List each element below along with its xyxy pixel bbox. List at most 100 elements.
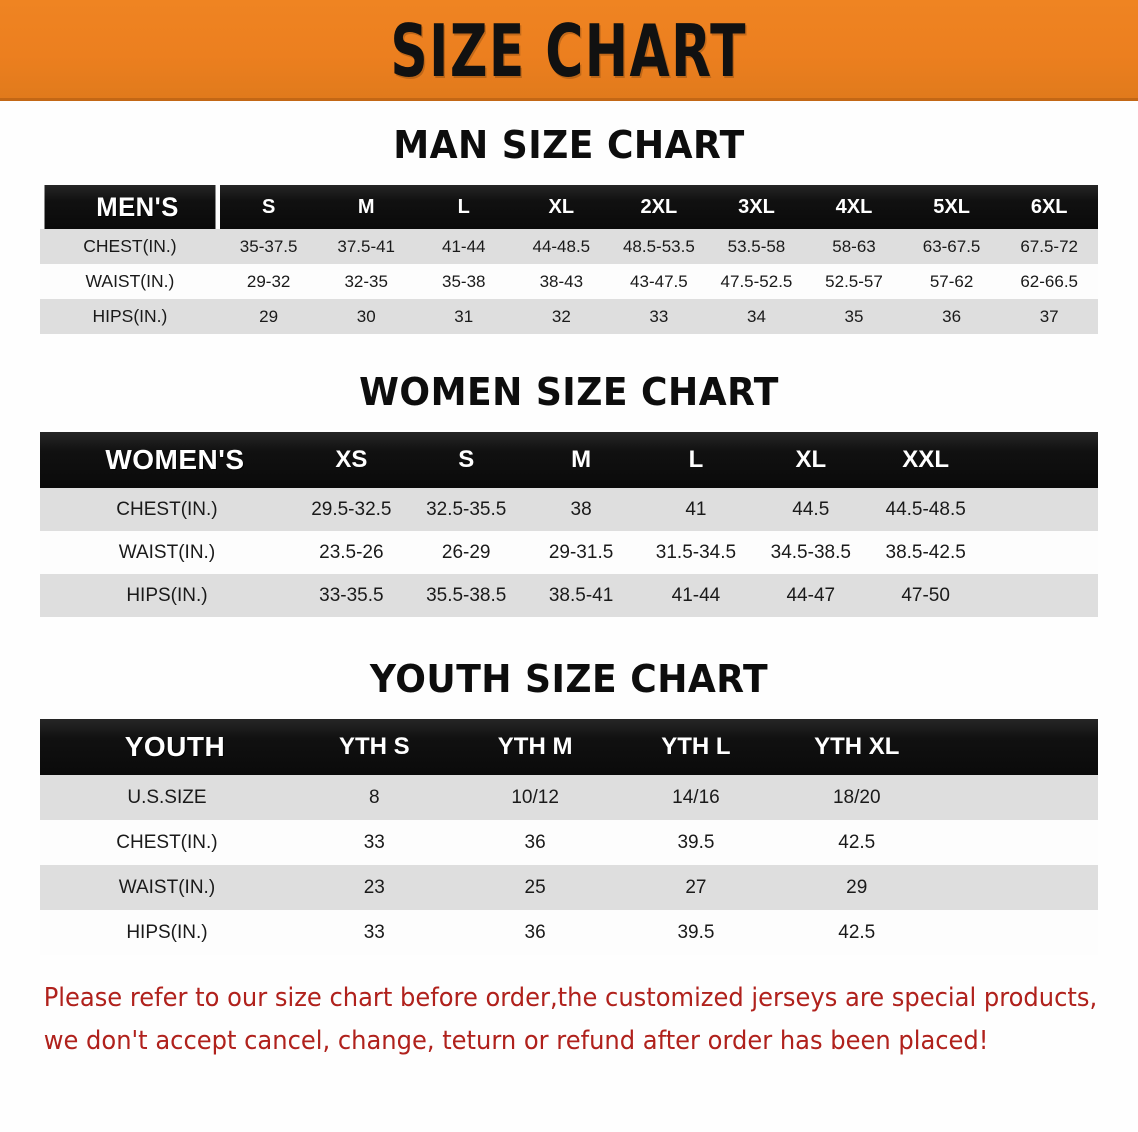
row-label-chest-in-: CHEST(IN.) (40, 488, 294, 531)
measurement-cell (983, 531, 1098, 574)
women-section-title: WOMEN SIZE CHART (359, 370, 779, 414)
measurement-cell: 37.5-41 (317, 229, 415, 264)
column-header-yth-l: YTH L (615, 719, 777, 775)
measurement-cell: 32-35 (317, 264, 415, 299)
measurement-cell: 35 (805, 299, 903, 334)
measurement-cell: 35-37.5 (219, 229, 318, 264)
measurement-cell: 62-66.5 (1000, 264, 1098, 299)
measurement-cell (937, 775, 1098, 820)
measurement-cell: 44.5-48.5 (868, 488, 984, 531)
measurement-cell (937, 820, 1098, 865)
man-size-table: MEN'S S M L XL 2XL 3XL 4XL 5XL 6XL CHEST(IN.) 35-3… (40, 185, 1098, 334)
measurement-cell: 36 (902, 299, 1001, 334)
measurement-cell: 36 (454, 910, 616, 955)
table-row: HIPS(IN.) 29 30 31 32 33 34 35 36 37 (40, 299, 1098, 334)
table-row: WAIST(IN.) 29-32 32-35 35-38 38-43 43-47.5 47.… (40, 264, 1098, 299)
measurement-cell (937, 865, 1098, 910)
column-header-xl: XL (753, 432, 869, 488)
row-label-waist-in-: WAIST(IN.) (40, 531, 294, 574)
column-header-3xl: 3XL (707, 185, 806, 229)
measurement-cell: 32 (512, 299, 611, 334)
youth-table-body: U.S.SIZE 8 10/12 14/16 18/20 CHEST(IN.) 33 36 39… (40, 775, 1098, 955)
measurement-cell: 58-63 (805, 229, 903, 264)
table-header-row: MEN'S S M L XL 2XL 3XL 4XL 5XL 6XL (40, 185, 1098, 229)
measurement-cell: 23.5-26 (293, 531, 409, 574)
measurement-cell: 30 (317, 299, 415, 334)
measurement-cell: 31.5-34.5 (638, 531, 754, 574)
measurement-cell: 41 (638, 488, 754, 531)
measurement-cell: 33 (293, 910, 455, 955)
row-label-waist-in-: WAIST(IN.) (40, 264, 220, 299)
table-row: U.S.SIZE 8 10/12 14/16 18/20 (40, 775, 1098, 820)
column-header-l: L (638, 432, 754, 488)
measurement-cell: 23 (293, 865, 455, 910)
column-header-2xl: 2XL (610, 185, 708, 229)
row-label-waist-in-: WAIST(IN.) (40, 865, 294, 910)
measurement-cell: 37 (1000, 299, 1098, 334)
measurement-cell: 31 (414, 299, 513, 334)
measurement-cell: 47-50 (868, 574, 984, 617)
measurement-cell: 44.5 (753, 488, 869, 531)
column-header-6xl: 6XL (1000, 185, 1098, 229)
measurement-cell: 29-32 (219, 264, 318, 299)
measurement-cell: 67.5-72 (1000, 229, 1098, 264)
column-header-yth-m: YTH M (454, 719, 616, 775)
row-label-chest-in-: CHEST(IN.) (40, 820, 294, 865)
measurement-cell: 32.5-35.5 (408, 488, 524, 531)
measurement-cell: 38 (523, 488, 639, 531)
measurement-cell: 44-47 (753, 574, 869, 617)
table-corner-label: MEN'S (44, 185, 216, 229)
measurement-cell: 38.5-41 (523, 574, 639, 617)
youth-size-table: YOUTH YTH S YTH M YTH L YTH XL U.S.SIZE 8 10/1… (40, 719, 1098, 955)
measurement-cell: 34 (707, 299, 806, 334)
table-row: CHEST(IN.) 29.5-32.5 32.5-35.5 38 41 44.5 44.5… (40, 488, 1098, 531)
measurement-cell: 26-29 (408, 531, 524, 574)
column-header-s: S (408, 432, 524, 488)
measurement-cell: 10/12 (454, 775, 616, 820)
measurement-cell: 8 (293, 775, 455, 820)
measurement-cell: 42.5 (776, 820, 938, 865)
column-header-4xl: 4XL (805, 185, 903, 229)
measurement-cell: 39.5 (615, 820, 777, 865)
man-table-body: CHEST(IN.) 35-37.5 37.5-41 41-44 44-48.5 48.5… (40, 229, 1098, 334)
measurement-cell: 63-67.5 (902, 229, 1001, 264)
women-table-header: WOMEN'S XS S M L XL XXL (40, 432, 1098, 488)
table-row: HIPS(IN.) 33 36 39.5 42.5 (40, 910, 1098, 955)
row-label-chest-in-: CHEST(IN.) (40, 229, 220, 264)
column-header-empty (937, 719, 1098, 775)
man-section-title: MAN SIZE CHART (393, 123, 745, 167)
measurement-cell: 44-48.5 (512, 229, 611, 264)
table-header-row: YOUTH YTH S YTH M YTH L YTH XL (40, 719, 1098, 775)
table-corner-label: WOMEN'S (40, 432, 294, 488)
measurement-cell: 33 (293, 820, 455, 865)
column-header-l: L (414, 185, 513, 229)
table-header-row: WOMEN'S XS S M L XL XXL (40, 432, 1098, 488)
disclaimer-line-1: Please refer to our size chart before or… (43, 983, 1098, 1013)
measurement-cell: 18/20 (776, 775, 938, 820)
page-banner: SIZE CHART (0, 0, 1138, 101)
measurement-cell: 38-43 (512, 264, 611, 299)
measurement-cell: 14/16 (615, 775, 777, 820)
column-header-s: S (219, 185, 318, 229)
measurement-cell: 25 (454, 865, 616, 910)
measurement-cell: 57-62 (902, 264, 1001, 299)
measurement-cell (983, 488, 1098, 531)
measurement-cell: 41-44 (638, 574, 754, 617)
measurement-cell: 33 (610, 299, 708, 334)
measurement-cell: 29.5-32.5 (293, 488, 409, 531)
measurement-cell: 48.5-53.5 (610, 229, 708, 264)
column-header-xs: XS (293, 432, 409, 488)
measurement-cell: 43-47.5 (610, 264, 708, 299)
order-policy-disclaimer: Please refer to our size chart before or… (40, 977, 1097, 1063)
table-corner-label: YOUTH (40, 719, 294, 775)
column-header-xl: XL (512, 185, 611, 229)
measurement-cell: 33-35.5 (293, 574, 409, 617)
measurement-cell (937, 910, 1098, 955)
measurement-cell: 29 (776, 865, 938, 910)
table-row: HIPS(IN.) 33-35.5 35.5-38.5 38.5-41 41-44 44-… (40, 574, 1098, 617)
measurement-cell: 27 (615, 865, 777, 910)
table-row: CHEST(IN.) 33 36 39.5 42.5 (40, 820, 1098, 865)
measurement-cell: 35.5-38.5 (408, 574, 524, 617)
measurement-cell: 34.5-38.5 (753, 531, 869, 574)
